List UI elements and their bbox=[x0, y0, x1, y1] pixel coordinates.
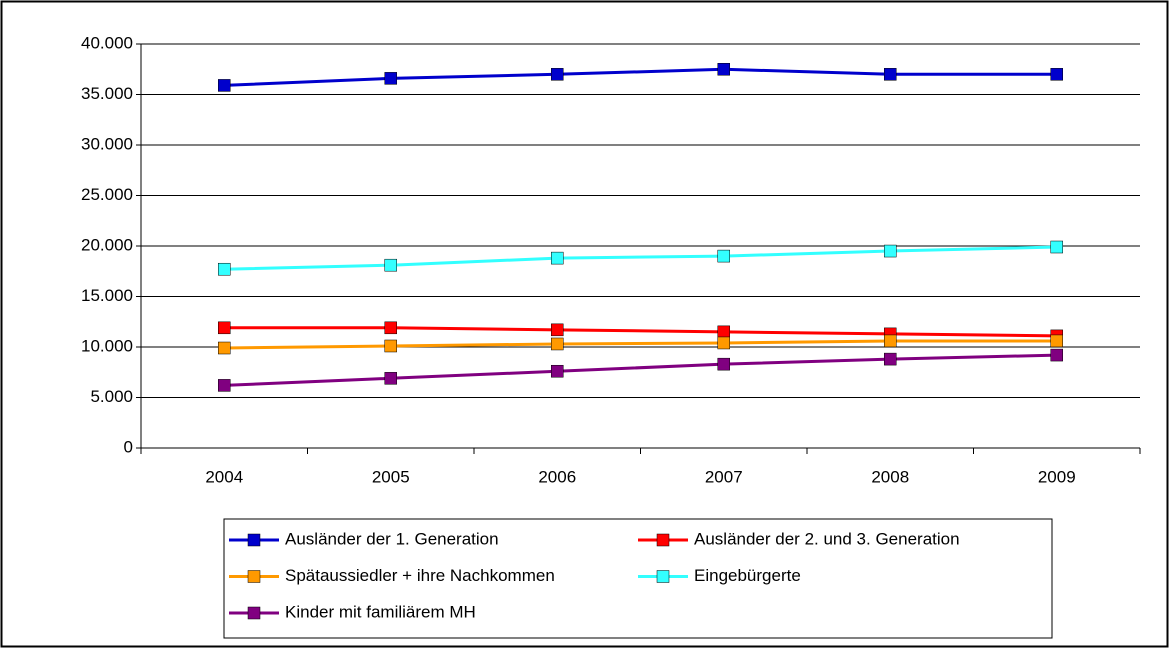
series-marker bbox=[884, 334, 897, 348]
series-line bbox=[224, 339, 1057, 350]
series-marker bbox=[717, 325, 730, 339]
series-marker bbox=[884, 352, 897, 366]
y-tick-label: 40.000 bbox=[81, 33, 133, 52]
series-marker bbox=[551, 364, 564, 378]
legend-marker bbox=[247, 570, 261, 583]
series-marker bbox=[384, 339, 397, 353]
series-marker bbox=[551, 337, 564, 351]
legend-label: Ausländer der 2. und 3. Generation bbox=[694, 529, 960, 548]
series-marker bbox=[1050, 240, 1063, 254]
legend-marker bbox=[656, 533, 670, 547]
legend-marker bbox=[247, 533, 261, 547]
series-line bbox=[224, 245, 1057, 271]
series-marker bbox=[1050, 348, 1063, 362]
x-tick-label: 2008 bbox=[871, 467, 909, 486]
series-marker bbox=[384, 372, 397, 385]
series-marker bbox=[384, 72, 397, 85]
y-tick-label: 25.000 bbox=[81, 185, 133, 204]
y-tick-label: 20.000 bbox=[81, 235, 133, 254]
y-tick-label: 15.000 bbox=[81, 286, 133, 305]
legend-label: Kinder mit familiärem MH bbox=[285, 602, 476, 621]
y-tick-label: 30.000 bbox=[81, 134, 133, 153]
series-marker bbox=[218, 321, 231, 335]
x-tick-label: 2006 bbox=[538, 467, 576, 486]
legend-label: Eingebürgerte bbox=[694, 566, 801, 585]
series-marker bbox=[1050, 334, 1063, 348]
legend-marker bbox=[656, 570, 670, 583]
x-tick-label: 2009 bbox=[1038, 467, 1076, 486]
y-tick-label: 5.000 bbox=[90, 387, 133, 406]
series-line bbox=[224, 326, 1057, 338]
series-marker bbox=[218, 79, 231, 92]
legend-marker bbox=[247, 606, 261, 620]
legend-label: Ausländer der 1. Generation bbox=[285, 529, 499, 548]
x-tick-label: 2004 bbox=[205, 467, 243, 486]
y-tick-label: 0 bbox=[124, 437, 133, 456]
series-marker bbox=[551, 68, 564, 81]
series-marker bbox=[551, 323, 564, 337]
series-marker bbox=[384, 321, 397, 335]
legend-label: Spätaussiedler + ihre Nachkommen bbox=[285, 566, 555, 585]
series-marker bbox=[218, 341, 231, 355]
y-tick-label: 10.000 bbox=[81, 336, 133, 355]
series-line bbox=[224, 353, 1057, 387]
series-marker bbox=[717, 249, 730, 263]
y-tick-label: 35.000 bbox=[81, 84, 133, 103]
series-marker bbox=[717, 357, 730, 371]
series-marker bbox=[884, 244, 897, 258]
series-marker bbox=[884, 68, 897, 81]
series-marker bbox=[218, 262, 231, 276]
series-line bbox=[224, 67, 1057, 87]
series-marker bbox=[717, 336, 730, 350]
series-marker bbox=[551, 251, 564, 265]
x-tick-label: 2007 bbox=[705, 467, 743, 486]
series-marker bbox=[218, 379, 231, 392]
series-marker bbox=[384, 258, 397, 272]
series-marker bbox=[717, 63, 730, 76]
x-tick-label: 2005 bbox=[372, 467, 410, 486]
series-marker bbox=[1050, 68, 1063, 81]
